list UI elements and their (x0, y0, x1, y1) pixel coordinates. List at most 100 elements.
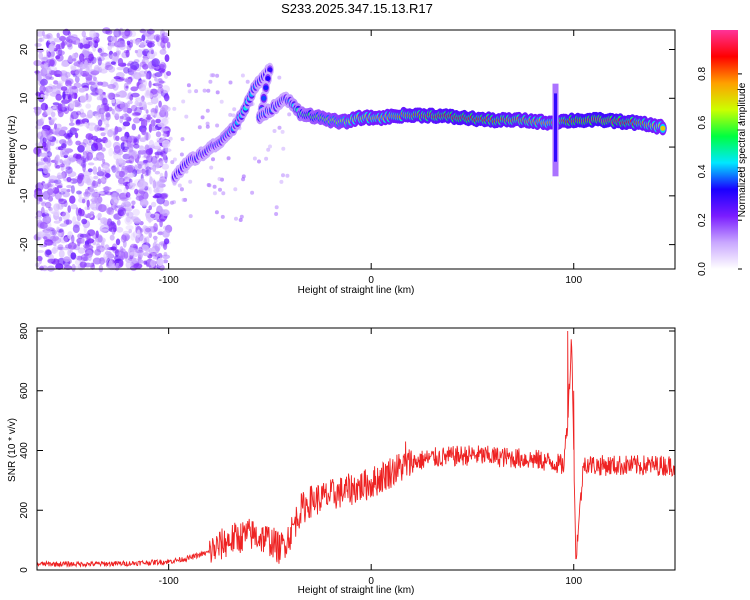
noise-cell (111, 93, 121, 98)
noise-cell (110, 61, 116, 65)
noise-cell (130, 104, 138, 112)
noise-cell (76, 159, 83, 164)
noise-cell (53, 210, 60, 217)
noise-cell (99, 222, 105, 226)
noise-cell (158, 80, 165, 84)
noise-cell (33, 60, 42, 67)
noise-cell (158, 64, 165, 69)
noise-cell (98, 204, 107, 213)
noise-cell (145, 236, 150, 245)
noise-cell (55, 164, 61, 169)
noise-cell (139, 235, 147, 244)
noise-cell (233, 187, 238, 192)
noise-cell (145, 132, 149, 141)
noise-cell (104, 250, 112, 256)
noise-cell (96, 245, 105, 253)
noise-cell (161, 254, 171, 260)
noise-cell (130, 86, 138, 92)
noise-cell (53, 80, 59, 85)
noise-cell (43, 236, 48, 240)
noise-cell (83, 174, 91, 184)
noise-cell (159, 172, 164, 178)
noise-cell (116, 219, 121, 226)
noise-cell (79, 53, 85, 62)
noise-cell (141, 48, 150, 52)
noise-cell (107, 129, 114, 138)
noise-cell (54, 127, 63, 137)
noise-cell (113, 52, 118, 57)
noise-cell (164, 54, 170, 62)
noise-cell (83, 243, 90, 249)
noise-cell (102, 165, 110, 171)
noise-cell (134, 106, 142, 116)
noise-cell (113, 28, 122, 38)
noise-cell (144, 173, 149, 177)
noise-cell (131, 257, 139, 264)
noise-cell (75, 140, 81, 146)
noise-cell (114, 102, 119, 111)
noise-cell (158, 68, 166, 73)
noise-cell (91, 180, 99, 189)
noise-cell (150, 112, 155, 116)
colorbar-ticks: 0.0 0.2 0.4 0.6 0.8 (697, 67, 742, 276)
noise-cell (62, 150, 66, 156)
noise-cell (214, 210, 219, 215)
noise-cell (85, 37, 93, 41)
noise-cell (37, 131, 43, 140)
noise-cell (83, 151, 87, 159)
noise-cell (38, 51, 43, 60)
noise-cell (66, 184, 73, 189)
noise-cell (166, 41, 171, 49)
noise-cell (264, 156, 269, 161)
noise-cell (117, 209, 124, 217)
noise-cell (104, 244, 110, 251)
noise-cell (148, 48, 154, 55)
noise-cell (63, 133, 70, 138)
noise-cell (44, 85, 54, 93)
noise-cell (152, 83, 161, 87)
noise-cell (145, 166, 152, 174)
noise-cell (118, 260, 124, 268)
x-tick-label: -100 (159, 275, 179, 286)
noise-cell (277, 75, 282, 80)
noise-cell (60, 126, 68, 131)
noise-cell (157, 122, 165, 127)
noise-cell (100, 68, 108, 74)
noise-cell (73, 265, 83, 270)
noise-cell (153, 34, 162, 41)
noise-cell (39, 152, 48, 157)
noise-cell (55, 93, 62, 101)
noise-cell (70, 37, 77, 42)
noise-cell (159, 49, 167, 55)
noise-cell (152, 180, 157, 189)
noise-cell (86, 151, 93, 161)
noise-cell (136, 38, 141, 45)
noise-cell (67, 171, 77, 178)
noise-cell (38, 197, 43, 202)
noise-cell (117, 40, 126, 48)
noise-cell (154, 77, 158, 82)
noise-cell (145, 73, 150, 80)
noise-cell (143, 104, 147, 111)
noise-cell (55, 139, 59, 144)
noise-cell (202, 88, 207, 93)
noise-cell (268, 144, 272, 149)
noise-cell (74, 76, 80, 83)
noise-cell (83, 191, 91, 197)
noise-cell (252, 156, 257, 161)
noise-cell (129, 182, 133, 186)
noise-cell (234, 216, 238, 221)
colorbar-tick-label: 0.6 (697, 115, 708, 129)
noise-cell (115, 238, 121, 246)
noise-cell (181, 197, 186, 202)
noise-cell (71, 263, 76, 272)
noise-cell (45, 201, 52, 209)
noise-cell (50, 159, 57, 163)
noise-cell (87, 109, 94, 119)
noise-cell (37, 161, 45, 166)
noise-cell (146, 154, 153, 163)
noise-cell (94, 113, 101, 119)
noise-cell (160, 107, 166, 114)
noise-cell (131, 123, 136, 131)
noise-cell (157, 87, 164, 94)
